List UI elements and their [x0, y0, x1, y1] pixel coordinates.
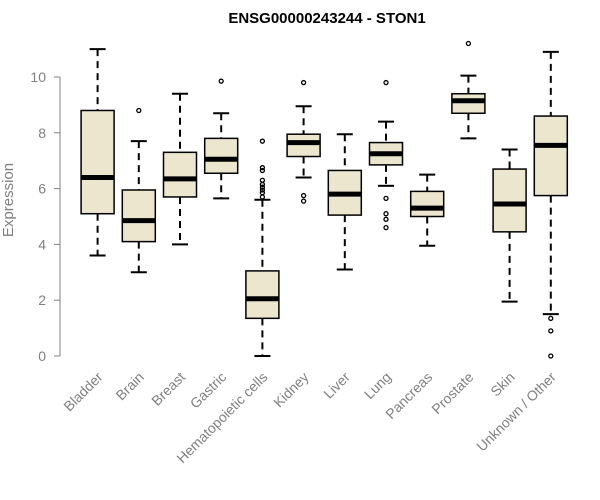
y-tick-label: 6 — [38, 181, 46, 197]
outlier-point — [300, 192, 307, 199]
box-2 — [162, 92, 198, 246]
category-label: Prostate — [428, 369, 476, 417]
y-axis: 0 2 4 6 8 10 — [30, 69, 61, 364]
box-iqr — [286, 133, 321, 158]
box-iqr — [409, 190, 445, 218]
outlier-point — [218, 78, 224, 84]
y-tick-label: 4 — [38, 236, 46, 252]
outlier-point — [259, 167, 266, 174]
box-7 — [368, 79, 404, 231]
outlier-point — [383, 211, 389, 217]
outlier-point — [259, 194, 266, 200]
category-label: Liver — [320, 369, 353, 402]
outlier-point — [383, 225, 389, 231]
outlier-point — [300, 79, 307, 86]
category-label: Brain — [112, 369, 146, 403]
y-axis-label: Expression — [0, 163, 17, 237]
y-tick-label: 10 — [30, 69, 46, 85]
outlier-point — [465, 40, 472, 47]
outlier-point — [259, 190, 266, 196]
outlier-point — [259, 184, 266, 190]
box-9 — [451, 40, 486, 140]
outlier-point — [383, 79, 389, 86]
box-iqr — [492, 168, 527, 233]
category-label: Kidney — [270, 369, 312, 411]
outlier-point — [383, 216, 389, 222]
category-label: Bladder — [60, 369, 106, 415]
outlier-point — [300, 198, 307, 204]
box-0 — [80, 48, 115, 257]
category-label: Lung — [361, 369, 394, 402]
box-iqr — [533, 115, 569, 197]
outlier-point — [136, 107, 142, 114]
category-label: Breast — [148, 369, 188, 409]
box-3 — [203, 78, 239, 200]
outlier-point — [548, 315, 554, 321]
box-series — [80, 40, 569, 359]
box-iqr — [203, 137, 239, 175]
outlier-point — [548, 328, 554, 334]
y-tick-label: 0 — [38, 348, 46, 364]
box-11 — [533, 50, 569, 359]
box-6 — [327, 133, 363, 271]
box-5 — [286, 79, 321, 204]
box-iqr — [121, 189, 157, 243]
y-tick-label: 2 — [38, 292, 46, 308]
box-1 — [121, 107, 157, 274]
outlier-point — [259, 187, 266, 193]
box-iqr — [451, 92, 486, 115]
box-10 — [492, 148, 527, 303]
box-4 — [245, 138, 280, 357]
box-8 — [409, 173, 445, 247]
outlier-point — [259, 177, 266, 183]
outlier-point — [259, 165, 266, 171]
box-iqr — [245, 270, 280, 320]
outlier-point — [259, 138, 266, 144]
y-tick-label: 8 — [38, 125, 46, 141]
box-iqr — [80, 109, 115, 215]
outlier-point — [383, 195, 389, 202]
outlier-point — [259, 181, 266, 188]
outlier-point — [548, 353, 554, 359]
chart-title: ENSG00000243244 - STON1 — [228, 10, 425, 27]
box-iqr — [162, 151, 198, 198]
category-label: Skin — [487, 369, 518, 400]
